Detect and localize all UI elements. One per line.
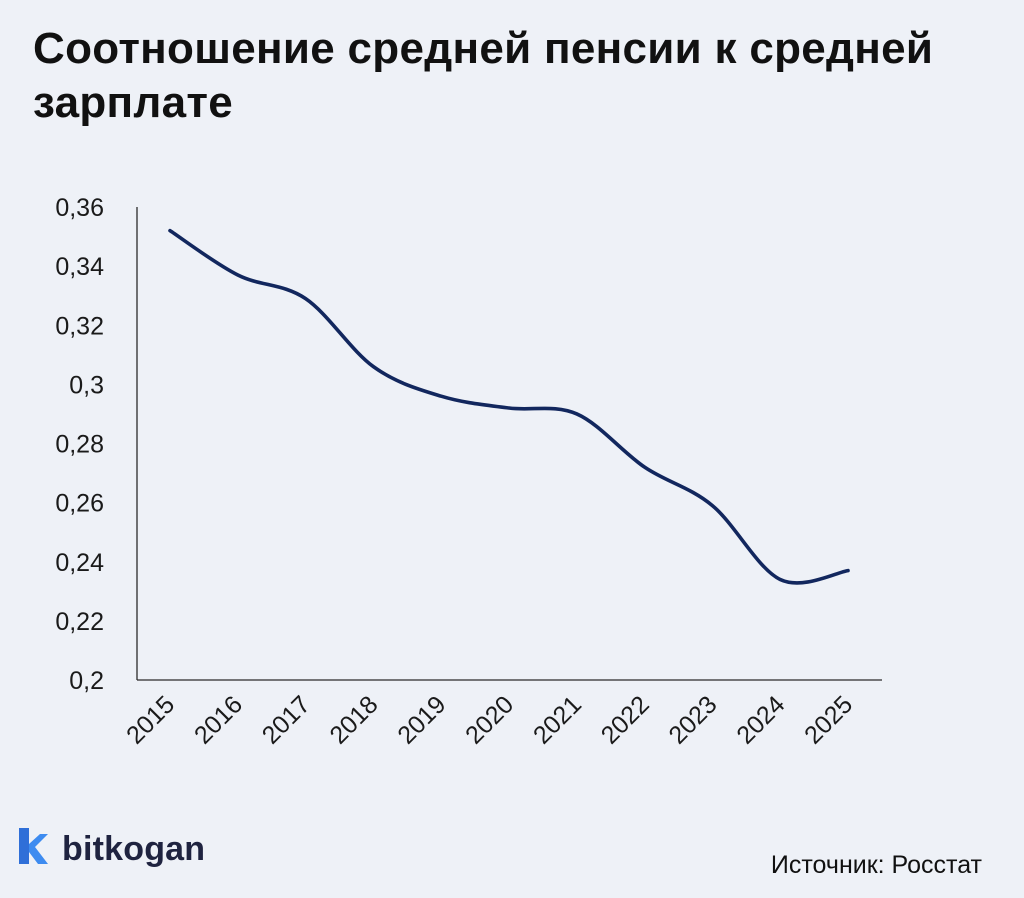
x-tick-label: 2016 bbox=[189, 690, 248, 749]
x-tick-label: 2020 bbox=[460, 690, 519, 749]
y-tick-label: 0,28 bbox=[55, 431, 104, 459]
source-note: Источник: Росстат bbox=[770, 851, 982, 879]
x-tick-label: 2021 bbox=[528, 690, 587, 749]
x-tick-label: 2024 bbox=[731, 690, 790, 749]
y-tick-label: 0,3 bbox=[69, 371, 104, 399]
bitkogan-logo: bitkogan bbox=[14, 826, 205, 872]
x-tick-label: 2018 bbox=[325, 690, 384, 749]
y-tick-label: 0,36 bbox=[55, 194, 104, 222]
series-line bbox=[168, 228, 850, 585]
y-tick-label: 0,26 bbox=[55, 490, 104, 518]
chart-axes bbox=[136, 207, 882, 681]
bitkogan-logo-mark-icon bbox=[19, 828, 48, 864]
chart-title: Соотношение средней пенсии к средней зар… bbox=[33, 24, 934, 127]
x-tick-label: 2025 bbox=[799, 690, 858, 749]
y-tick-label: 0,32 bbox=[55, 312, 104, 340]
x-tick-label: 2019 bbox=[392, 690, 451, 749]
y-tick-label: 0,24 bbox=[55, 549, 104, 577]
x-axis-ticks: 2015 2016 2017 2018 2019 2020 2021 2022 2023 2024… bbox=[121, 690, 858, 749]
series-group bbox=[168, 228, 850, 585]
x-tick-label: 2022 bbox=[596, 690, 655, 749]
y-tick-label: 0,2 bbox=[69, 667, 104, 695]
y-tick-label: 0,34 bbox=[55, 253, 104, 281]
x-tick-label: 2015 bbox=[121, 690, 180, 749]
brand-name: bitkogan bbox=[62, 829, 206, 868]
y-tick-label: 0,22 bbox=[55, 608, 104, 636]
x-tick-label: 2023 bbox=[664, 690, 723, 749]
x-tick-label: 2017 bbox=[257, 690, 316, 749]
y-axis-ticks: 0,2 0,22 0,24 0,26 0,28 0,3 0,32 0,34 0,36 bbox=[55, 194, 104, 695]
